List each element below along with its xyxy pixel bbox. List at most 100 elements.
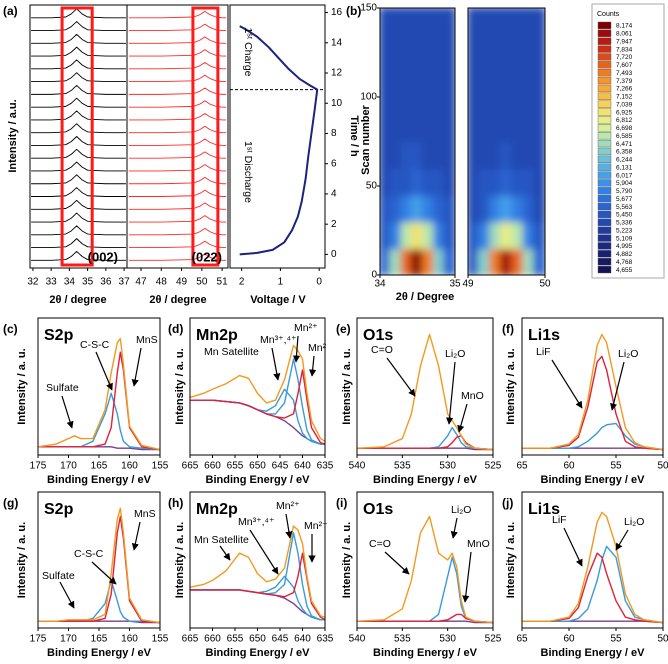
heatmap-cell bbox=[468, 113, 480, 143]
y-axis-label: Intensity / a.u. bbox=[7, 99, 19, 172]
x-tick-label: 32 bbox=[27, 277, 39, 288]
colorbar-swatch bbox=[597, 29, 612, 37]
heatmap-cell bbox=[443, 247, 455, 275]
heatmap-cell bbox=[510, 113, 524, 143]
colorbar-label: 7,039 bbox=[616, 101, 633, 108]
x-tick-label: 645 bbox=[272, 461, 289, 472]
panel-title: Mn2p bbox=[196, 501, 238, 518]
x-tick-label: 50 bbox=[539, 279, 551, 290]
x-tick-label: 34 bbox=[64, 277, 76, 288]
heatmap-cell bbox=[380, 60, 392, 90]
annotation: MnS bbox=[136, 334, 158, 346]
heatmap-cell bbox=[380, 8, 392, 36]
data-line bbox=[38, 507, 161, 624]
colorbar-swatch bbox=[597, 53, 612, 61]
x-tick-label: 165 bbox=[91, 634, 108, 645]
x-tick-label: 2 bbox=[239, 277, 245, 288]
data-line bbox=[128, 240, 227, 249]
x-tick-label: 170 bbox=[60, 461, 77, 472]
x-tick-label: 55 bbox=[610, 634, 622, 645]
data-line bbox=[31, 174, 126, 185]
y-tick-label: 8 bbox=[331, 128, 337, 139]
data-line bbox=[128, 138, 227, 146]
heatmap-cell bbox=[522, 113, 536, 143]
x-tick-label: 525 bbox=[485, 634, 502, 645]
heatmap-cell bbox=[421, 247, 435, 275]
data-line bbox=[189, 525, 326, 618]
colorbar-swatch bbox=[597, 108, 612, 116]
heatmap-cell bbox=[411, 247, 424, 275]
data-line bbox=[31, 123, 126, 134]
colorbar-swatch bbox=[597, 139, 612, 148]
data-line bbox=[128, 10, 227, 19]
heatmap-cell bbox=[432, 33, 446, 63]
heatmap-cell bbox=[533, 140, 545, 170]
x-tick-label: 640 bbox=[294, 634, 311, 645]
x-tick-label: 640 bbox=[294, 461, 311, 472]
heatmap-cell bbox=[510, 8, 524, 36]
heatmap-cell bbox=[400, 140, 414, 170]
heatmap-cell bbox=[400, 87, 414, 116]
heatmap-cell bbox=[380, 113, 392, 143]
heatmap-cell bbox=[477, 60, 491, 90]
x-tick-label: 34 bbox=[374, 279, 386, 290]
data-line bbox=[189, 344, 326, 442]
heatmap-cell bbox=[380, 33, 392, 63]
colorbar-swatch bbox=[597, 163, 612, 171]
plot-frame bbox=[356, 317, 494, 456]
heatmap-cell bbox=[510, 87, 524, 116]
colorbar-label: 4,882 bbox=[616, 251, 633, 258]
colorbar-label: 7,493 bbox=[616, 70, 633, 77]
y-tick-label: 4 bbox=[331, 189, 337, 200]
heatmap-cell bbox=[432, 247, 446, 275]
annotation-arrow bbox=[610, 361, 625, 411]
x-tick-label: 650 bbox=[249, 461, 266, 472]
colorbar-label: 4,995 bbox=[616, 243, 633, 250]
x-tick-label: 665 bbox=[182, 461, 199, 472]
heatmap-cell bbox=[477, 220, 491, 250]
x-axis-label: Binding Energy / eV bbox=[206, 647, 311, 659]
colorbar-label: 7,607 bbox=[616, 62, 633, 69]
colorbar-label: 4,768 bbox=[616, 259, 633, 266]
heatmap-cell bbox=[443, 8, 455, 36]
colorbar-swatch bbox=[597, 210, 612, 219]
heatmap-cell bbox=[443, 193, 455, 223]
y-tick-label: 2 bbox=[331, 219, 337, 230]
data-line bbox=[128, 62, 227, 70]
colorbar-swatch bbox=[597, 179, 612, 187]
heatmap-cell bbox=[421, 113, 435, 143]
heatmap-cell bbox=[522, 87, 536, 116]
data-line bbox=[31, 212, 126, 223]
x-tick-label: 655 bbox=[227, 461, 244, 472]
colorbar-label: 6,471 bbox=[616, 141, 633, 148]
heatmap-cell bbox=[500, 193, 513, 223]
data-line bbox=[31, 97, 126, 108]
data-line bbox=[239, 25, 319, 256]
heatmap-cell bbox=[468, 220, 480, 250]
y-axis-label: Intensity / a. u. bbox=[505, 522, 517, 598]
data-line bbox=[128, 125, 227, 134]
heatmap-cell bbox=[522, 247, 536, 275]
x-tick-label: 155 bbox=[152, 634, 169, 645]
x-axis-label: 2θ / degree bbox=[49, 294, 106, 306]
annotation: Li₂O bbox=[624, 516, 644, 528]
data-line bbox=[128, 74, 227, 83]
x-tick-label: 48 bbox=[156, 277, 168, 288]
data-line bbox=[522, 552, 664, 624]
heatmap-cell bbox=[477, 193, 491, 223]
heatmap-cell bbox=[400, 33, 414, 63]
heatmap-cell bbox=[477, 87, 491, 116]
heatmap-cell bbox=[432, 8, 446, 36]
colorbar-label: 8,174 bbox=[616, 23, 633, 30]
heatmap-cell bbox=[468, 33, 480, 63]
peak-label: (022) bbox=[192, 249, 222, 264]
colorbar-swatch bbox=[597, 69, 612, 77]
heatmap-cell bbox=[411, 113, 424, 143]
annotation: MnS bbox=[134, 508, 156, 520]
annotation-arrow bbox=[309, 355, 317, 377]
heatmap-cell bbox=[421, 60, 435, 90]
heatmap-cell bbox=[468, 193, 480, 223]
x-tick-label: 50 bbox=[657, 634, 668, 645]
heatmap-cell bbox=[389, 60, 403, 90]
data-line bbox=[31, 136, 126, 146]
